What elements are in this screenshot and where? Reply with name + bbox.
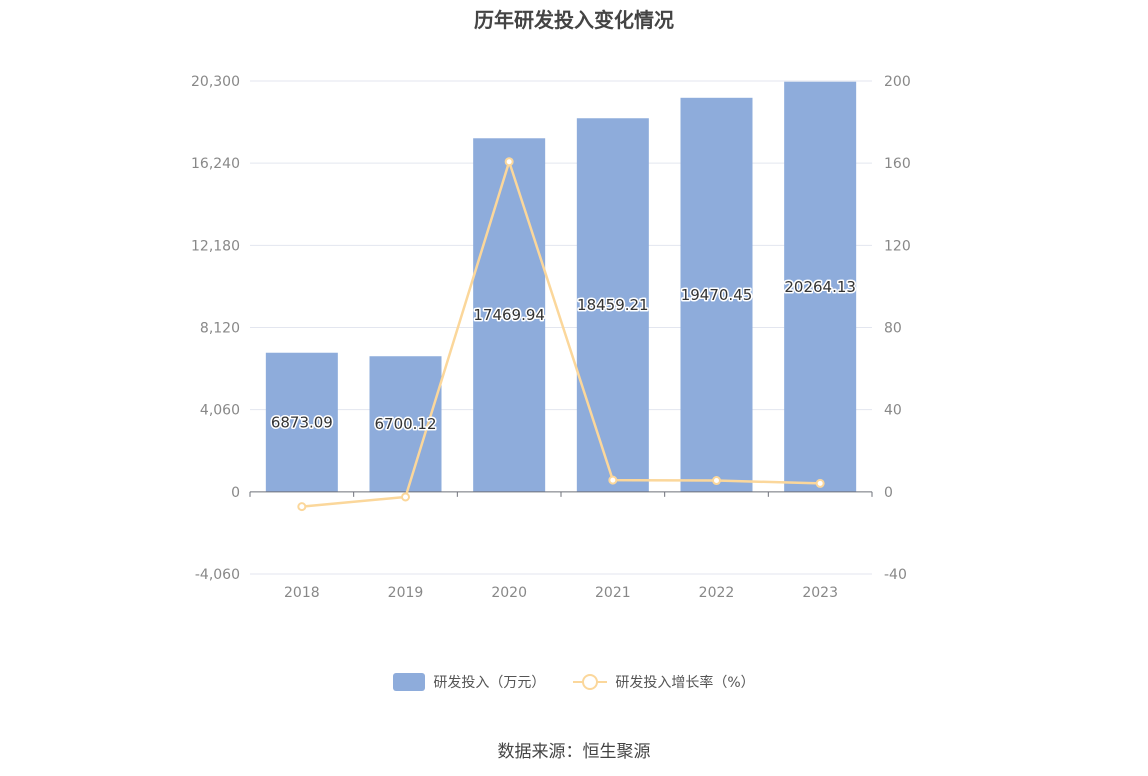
- x-tick-label: 2018: [284, 585, 320, 601]
- y-left-tick-label: 12,180: [191, 238, 240, 254]
- bar: [784, 81, 857, 492]
- y-right-tick-label: 120: [884, 238, 911, 254]
- x-tick-label: 2020: [491, 585, 527, 601]
- y-right-tick-label: 160: [884, 156, 911, 172]
- bar: [265, 352, 338, 492]
- growth-rate-point: [815, 478, 825, 488]
- legend-item-bar[interactable]: 研发投入（万元）: [393, 672, 545, 692]
- growth-rate-line: [301, 157, 821, 508]
- chart-title: 历年研发投入变化情况: [474, 8, 674, 32]
- bar-data-label: 18459.21: [577, 296, 649, 314]
- y-left-tick-label: 4,060: [200, 403, 240, 419]
- y-right-tick-label: 80: [884, 321, 902, 337]
- growth-rate-point: [608, 475, 618, 485]
- bar-data-label: 17469.94: [473, 306, 545, 324]
- chart-legend: 研发投入（万元） 研发投入增长率（%）: [0, 672, 1148, 692]
- y-left-tick-label: -4,060: [195, 567, 240, 583]
- bar: [576, 118, 649, 492]
- x-tick-label: 2019: [388, 585, 424, 601]
- growth-rate-point: [504, 157, 514, 167]
- legend-item-line[interactable]: 研发投入增长率（%）: [573, 672, 755, 692]
- legend-bar-swatch: [393, 673, 426, 691]
- growth-rate-point: [401, 492, 410, 502]
- bar-data-label: 19470.45: [681, 286, 753, 304]
- data-source: 数据来源：恒生聚源: [497, 742, 651, 762]
- x-tick-label: 2021: [595, 585, 631, 601]
- legend-line-label: 研发投入增长率（%）: [615, 675, 755, 691]
- bar-data-label: 6873.09: [271, 413, 333, 431]
- y-right-tick-label: -40: [884, 567, 907, 583]
- y-left-tick-label: 8,120: [200, 321, 240, 337]
- y-left-tick-label: 20,300: [191, 74, 240, 90]
- y-left-tick-label: 16,240: [191, 156, 240, 172]
- y-right-tick-label: 200: [884, 74, 911, 90]
- bar: [369, 356, 442, 492]
- bar: [680, 97, 753, 492]
- y-right-tick-label: 40: [884, 403, 902, 419]
- x-tick-label: 2022: [699, 585, 735, 601]
- legend-line-swatch: [573, 673, 608, 691]
- x-tick-label: 2023: [802, 585, 838, 601]
- growth-rate-point: [712, 476, 721, 486]
- bar-data-label: 20264.13: [784, 278, 856, 296]
- legend-bar-label: 研发投入（万元）: [433, 675, 546, 691]
- y-right-tick-label: 0: [884, 485, 893, 501]
- y-left-tick-label: 0: [231, 485, 240, 501]
- growth-rate-point: [297, 502, 307, 512]
- bar: [473, 138, 546, 492]
- bar-data-label: 6700.12: [374, 415, 436, 433]
